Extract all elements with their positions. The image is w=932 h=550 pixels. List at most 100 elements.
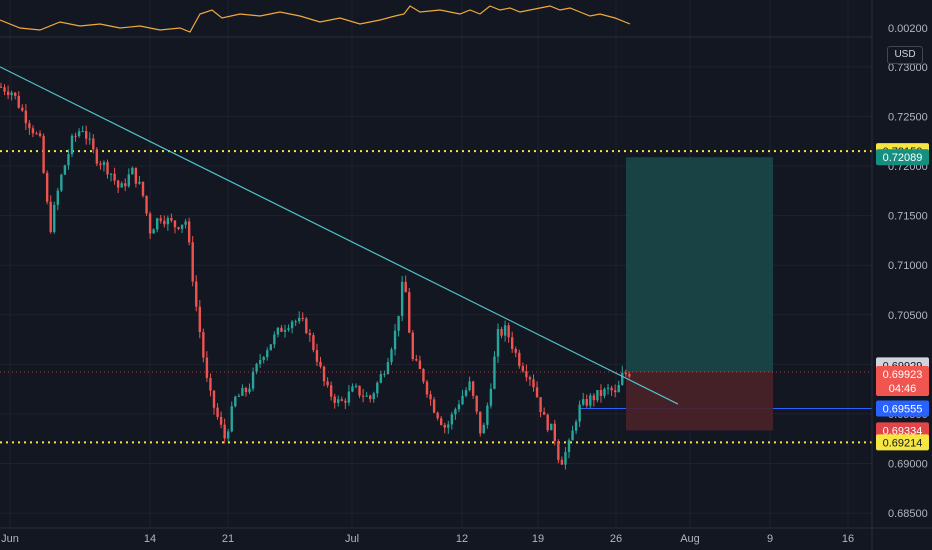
candle-body — [425, 381, 429, 395]
trendline[interactable] — [0, 66, 679, 405]
candle-body — [301, 317, 304, 319]
candle-body — [266, 350, 269, 358]
take-profit-tag: 0.72089 — [883, 152, 923, 164]
price-axis[interactable]: 0.730000.725000.720000.715000.710000.705… — [871, 0, 928, 550]
candle-body — [599, 390, 603, 396]
candle-body — [592, 395, 596, 401]
candle-body — [298, 317, 301, 322]
candle-body — [404, 281, 407, 293]
candle-body — [606, 387, 610, 389]
candle-body — [539, 397, 542, 413]
candle-body — [244, 387, 248, 393]
loss-zone — [626, 372, 773, 431]
time-tick-label: Jun — [1, 533, 19, 545]
candle-body — [390, 349, 393, 363]
candle-body — [365, 395, 368, 397]
candle-body — [432, 399, 436, 413]
candle-body — [262, 357, 265, 361]
candle-body — [415, 359, 418, 361]
candle-body — [184, 221, 187, 225]
candle-body — [560, 459, 564, 465]
countdown-tag: 04:46 — [889, 383, 917, 395]
candle-body — [603, 388, 606, 396]
indicator-tick-label: 0.00200 — [888, 23, 928, 35]
candle-body — [88, 138, 91, 140]
candle-body — [17, 95, 20, 108]
candle-body — [383, 373, 386, 375]
level-tag-bg — [876, 434, 929, 451]
candle-body — [400, 281, 404, 316]
chart-overlays[interactable] — [0, 66, 872, 405]
time-tick-label: 12 — [456, 533, 468, 545]
candle-body — [489, 388, 493, 406]
candle-body — [397, 315, 400, 331]
candle-body — [38, 133, 42, 136]
candle-body — [276, 327, 280, 335]
candle-body — [63, 165, 67, 175]
candle-body — [624, 372, 627, 375]
candle-body — [546, 414, 549, 431]
candle-body — [461, 395, 464, 405]
candle-body — [369, 395, 372, 400]
time-tick-label: Jul — [345, 533, 359, 545]
candle-body — [525, 371, 528, 378]
candle-body — [67, 154, 70, 166]
candle-body — [209, 378, 212, 391]
candle-body — [532, 379, 535, 388]
candle-body — [443, 424, 446, 428]
candle-body — [567, 440, 571, 452]
candle-body — [77, 131, 81, 137]
candle-body — [60, 174, 63, 191]
candle-body — [596, 390, 599, 401]
candle-body — [156, 218, 159, 230]
candle-body — [457, 404, 461, 410]
candle-body — [628, 374, 631, 377]
candle-body — [585, 399, 588, 406]
candle-body — [14, 92, 17, 96]
candle-body — [180, 224, 184, 229]
candle-body — [393, 330, 397, 350]
candle-body — [191, 242, 194, 282]
candle-body — [361, 395, 365, 397]
candle-body — [70, 135, 74, 155]
candle-body — [503, 325, 507, 336]
price-tick-label: 0.71000 — [888, 260, 928, 272]
indicator-pane — [0, 5, 631, 33]
candle-body — [106, 162, 109, 175]
candle-body — [347, 391, 351, 403]
candle-body — [408, 292, 411, 333]
price-tags: 0.721500.720890.699290.6992304:460.69555… — [876, 143, 929, 451]
candle-body — [315, 350, 319, 362]
candle-body — [0, 86, 3, 88]
candle-body — [500, 329, 503, 336]
candle-body — [173, 220, 177, 228]
candle-body — [553, 423, 556, 442]
candle-body — [471, 381, 475, 396]
candle-body — [429, 394, 432, 400]
candle-body — [45, 172, 49, 202]
candle-body — [170, 217, 173, 221]
candle-body — [53, 204, 56, 233]
candle-body — [312, 335, 315, 351]
candle-body — [131, 167, 134, 175]
candle-body — [28, 123, 31, 129]
profit-zone — [626, 157, 773, 373]
candle-body — [6, 91, 10, 96]
candle-body — [550, 423, 553, 431]
candle-body — [269, 344, 272, 351]
candle-body — [31, 128, 35, 134]
long-position-tool[interactable] — [626, 157, 773, 431]
candle-body — [621, 372, 624, 385]
currency-label[interactable]: USD — [887, 46, 923, 64]
price-tick-label: 0.70500 — [888, 310, 928, 322]
price-tick-label: 0.73000 — [888, 62, 928, 74]
candle-body — [418, 360, 422, 370]
time-axis[interactable]: Jun 14 21 Jul 12 19 26 Aug 9 16 — [0, 527, 932, 545]
candle-body — [358, 385, 361, 396]
candle-body — [326, 381, 329, 386]
candle-body — [148, 213, 152, 234]
candle-body — [116, 180, 120, 188]
candle-body — [322, 366, 326, 382]
candle-body — [344, 400, 347, 403]
